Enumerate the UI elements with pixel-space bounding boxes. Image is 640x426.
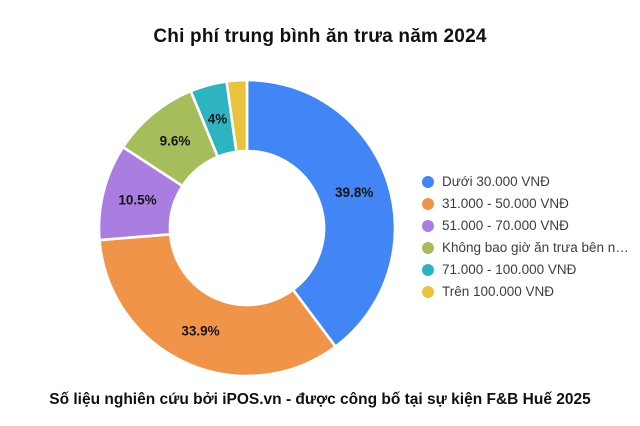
- legend-label: 51.000 - 70.000 VNĐ: [442, 218, 569, 233]
- legend-item[interactable]: Dưới 30.000 VNĐ: [422, 174, 637, 189]
- slice-percentage-label: 39.8%: [335, 185, 373, 200]
- pie-slice[interactable]: [98, 232, 338, 378]
- legend-color-dot: [422, 219, 434, 232]
- legend-item[interactable]: 71.000 - 100.000 VNĐ: [422, 262, 637, 277]
- chart-footer-source: Số liệu nghiên cứu bởi iPOS.vn - được cô…: [49, 391, 591, 408]
- pie-slice[interactable]: [245, 78, 397, 349]
- legend: Dưới 30.000 VNĐ 31.000 - 50.000 VNĐ 51.000…: [422, 174, 637, 299]
- legend-item[interactable]: 51.000 - 70.000 VNĐ: [422, 218, 637, 233]
- pie-slice[interactable]: [225, 78, 249, 154]
- legend-item[interactable]: Không bao giờ ăn trưa bên n…: [422, 240, 637, 255]
- legend-label: Trên 100.000 VNĐ: [442, 284, 555, 299]
- legend-color-dot: [422, 175, 434, 188]
- legend-color-dot: [422, 263, 434, 276]
- legend-item[interactable]: Trên 100.000 VNĐ: [422, 284, 637, 299]
- legend-color-dot: [422, 197, 434, 210]
- chart-title: Chi phí trung bình ăn trưa năm 2024: [153, 26, 487, 47]
- legend-label: 31.000 - 50.000 VNĐ: [442, 196, 569, 211]
- legend-label: Dưới 30.000 VNĐ: [442, 174, 550, 189]
- legend-color-dot: [422, 285, 434, 298]
- legend-label: 71.000 - 100.000 VNĐ: [442, 262, 577, 277]
- legend-color-dot: [422, 241, 434, 254]
- slice-percentage-label: 10.5%: [118, 193, 156, 208]
- slice-percentage-label: 4%: [208, 111, 228, 126]
- slice-percentage-label: 9.6%: [160, 133, 191, 148]
- legend-label: Không bao giờ ăn trưa bên n…: [442, 240, 629, 255]
- slice-percentage-label: 33.9%: [181, 324, 219, 339]
- donut-chart: 39.8% 33.9% 10.5% 9.6% 4%: [97, 78, 397, 378]
- legend-item[interactable]: 31.000 - 50.000 VNĐ: [422, 196, 637, 211]
